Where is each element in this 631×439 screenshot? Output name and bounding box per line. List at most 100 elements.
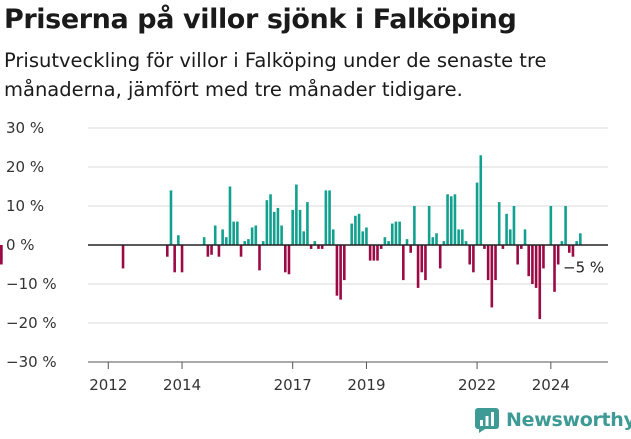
bar bbox=[298, 209, 302, 245]
bar bbox=[261, 241, 265, 245]
x-tick-label: 2017 bbox=[274, 376, 312, 394]
bar bbox=[516, 245, 519, 265]
bar bbox=[567, 245, 571, 253]
bar bbox=[435, 233, 438, 245]
bar bbox=[490, 245, 494, 308]
bar bbox=[446, 194, 449, 245]
bar bbox=[376, 245, 379, 261]
bar bbox=[309, 245, 313, 249]
bar bbox=[483, 245, 486, 249]
y-tick-label: 0 % bbox=[6, 236, 35, 254]
y-tick-label: −20 % bbox=[6, 314, 57, 332]
bar bbox=[527, 245, 531, 277]
bar bbox=[232, 221, 235, 245]
bar bbox=[579, 233, 582, 245]
bar bbox=[508, 229, 512, 245]
bar bbox=[494, 245, 497, 281]
y-tick-label: 30 % bbox=[6, 119, 44, 137]
bar bbox=[317, 245, 320, 249]
bar bbox=[383, 237, 387, 245]
bar bbox=[221, 229, 224, 245]
bars bbox=[0, 155, 582, 320]
bar bbox=[287, 245, 291, 275]
bar bbox=[243, 241, 247, 245]
bar bbox=[497, 202, 501, 245]
bar bbox=[571, 245, 575, 257]
bar bbox=[254, 225, 258, 245]
bar bbox=[206, 245, 210, 257]
bar bbox=[538, 245, 542, 320]
bar bbox=[501, 245, 505, 249]
bar bbox=[247, 239, 250, 245]
bar bbox=[405, 239, 409, 245]
brand-name: Newsworthy bbox=[506, 409, 631, 431]
bar bbox=[269, 194, 272, 245]
bar bbox=[479, 155, 483, 245]
bar bbox=[365, 227, 368, 245]
bar bbox=[409, 245, 412, 253]
bar bbox=[575, 241, 578, 245]
bar bbox=[302, 231, 306, 245]
chart-subtitle: Prisutveckling för villor i Falköping un… bbox=[4, 49, 547, 101]
y-axis-labels: 30 % 20 % 10 % 0 % −10 % −20 % −30 % bbox=[6, 119, 57, 371]
bar bbox=[202, 237, 206, 245]
bar bbox=[210, 245, 213, 255]
newsworthy-logo-icon bbox=[475, 408, 499, 433]
bar bbox=[276, 207, 280, 245]
bar bbox=[217, 245, 221, 257]
bar bbox=[280, 225, 283, 245]
bar bbox=[339, 245, 342, 300]
bar bbox=[320, 245, 324, 249]
bar bbox=[534, 245, 538, 288]
x-tick-label: 2022 bbox=[458, 376, 496, 394]
bar bbox=[0, 245, 3, 261]
bar bbox=[449, 196, 453, 245]
bar bbox=[368, 245, 372, 261]
chart-title: Priserna på villor sjönk i Falköping bbox=[4, 4, 517, 35]
bar bbox=[461, 229, 464, 245]
bar bbox=[265, 200, 269, 245]
x-tick-label: 2024 bbox=[532, 376, 570, 394]
bar bbox=[177, 235, 180, 245]
bar bbox=[531, 245, 534, 284]
bar bbox=[228, 186, 232, 245]
bar bbox=[549, 206, 553, 245]
x-axis: 2012 2014 2017 2019 2022 2024 bbox=[88, 361, 608, 394]
x-tick-label: 2012 bbox=[89, 376, 127, 394]
bar bbox=[272, 211, 276, 245]
bar bbox=[424, 245, 427, 281]
bar bbox=[331, 229, 335, 245]
bar bbox=[295, 184, 298, 245]
bar bbox=[379, 245, 383, 249]
bar bbox=[387, 241, 390, 245]
bar bbox=[180, 245, 184, 273]
bar bbox=[213, 225, 217, 245]
bar bbox=[361, 231, 365, 245]
bar bbox=[402, 245, 405, 281]
bar bbox=[427, 206, 431, 245]
bar bbox=[475, 182, 479, 245]
bar bbox=[442, 241, 446, 245]
bar bbox=[313, 241, 317, 245]
bar bbox=[169, 190, 173, 245]
annotations: −5 % bbox=[563, 259, 604, 277]
y-tick-label: −10 % bbox=[6, 275, 57, 293]
bar bbox=[372, 245, 376, 261]
bar bbox=[413, 206, 416, 245]
bar bbox=[512, 206, 516, 245]
y-tick-label: 20 % bbox=[6, 158, 44, 176]
bar bbox=[398, 221, 401, 245]
bar bbox=[350, 223, 353, 245]
bar bbox=[250, 227, 254, 245]
x-tick-label: 2019 bbox=[347, 376, 385, 394]
x-tick-label: 2014 bbox=[163, 376, 201, 394]
last-value-annotation: −5 % bbox=[563, 259, 604, 277]
bar bbox=[560, 241, 564, 245]
bar bbox=[542, 245, 545, 269]
bar bbox=[486, 245, 490, 281]
bar bbox=[556, 245, 560, 265]
bar bbox=[258, 245, 261, 271]
bar bbox=[284, 245, 287, 273]
bar bbox=[523, 229, 527, 245]
